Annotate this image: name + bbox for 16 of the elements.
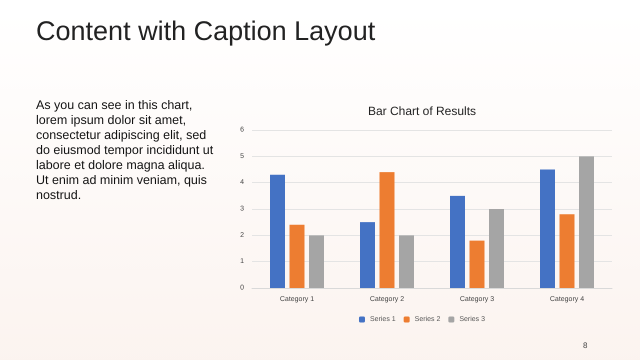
bar: [399, 235, 414, 288]
text: 8: [583, 341, 588, 350]
bar: [309, 235, 324, 288]
bar: [450, 196, 465, 288]
bar: [290, 224, 304, 288]
bar: [489, 209, 504, 288]
bar: [470, 240, 484, 288]
bar: [380, 172, 394, 288]
text: As you can see in this chart, lorem ipsum dolor sit amet, consectetur adipiscing elit, sed do eiusmod tempor incididunt ut labore et dolore magna aliqua. Ut enim ad minim veniam, quis nostrud.: [36, 98, 214, 203]
bar: [579, 156, 594, 288]
bar: [560, 214, 574, 288]
bar: [270, 174, 285, 288]
bar: [540, 170, 555, 288]
chart-title: Bar Chart of Results: [368, 104, 476, 118]
bar: [360, 222, 375, 288]
text: Content with Caption Layout: [36, 16, 376, 47]
